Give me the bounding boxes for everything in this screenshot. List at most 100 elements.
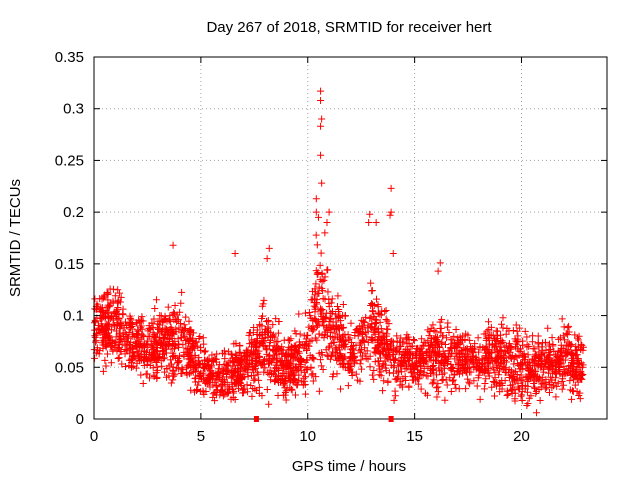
data-point: [317, 87, 325, 95]
data-point: [558, 385, 566, 393]
data-point: [389, 250, 397, 258]
data-point: [538, 346, 546, 354]
data-point: [226, 385, 234, 393]
data-point: [129, 362, 137, 370]
data-point: [512, 321, 520, 329]
data-point: [104, 320, 112, 328]
data-point: [253, 326, 261, 334]
data-point: [389, 369, 397, 377]
data-point: [314, 270, 322, 278]
data-point: [347, 319, 355, 327]
data-point: [266, 336, 274, 344]
data-point: [249, 356, 257, 364]
data-point: [267, 329, 275, 337]
data-point: [458, 361, 466, 369]
data-point: [317, 122, 325, 130]
data-point: [285, 361, 293, 369]
data-point: [384, 353, 392, 361]
data-point: [166, 312, 174, 320]
data-point: [182, 344, 190, 352]
data-point: [421, 389, 429, 397]
data-point: [433, 393, 441, 401]
data-point: [336, 335, 344, 343]
data-point: [381, 308, 389, 316]
data-point: [442, 334, 450, 342]
data-point: [345, 364, 353, 372]
data-point: [440, 369, 448, 377]
data-point: [459, 356, 467, 364]
data-point: [447, 336, 455, 344]
data-point: [366, 363, 374, 371]
data-points: [90, 87, 587, 417]
data-point: [534, 332, 542, 340]
data-point: [392, 375, 400, 383]
data-point: [182, 313, 190, 321]
data-point: [368, 323, 376, 331]
data-point: [195, 354, 203, 362]
data-point: [185, 329, 193, 337]
data-point: [430, 348, 438, 356]
data-point: [324, 352, 332, 360]
data-point: [362, 313, 370, 321]
data-point: [490, 366, 498, 374]
data-point: [127, 324, 134, 332]
data-point: [163, 325, 171, 333]
data-point: [196, 372, 204, 380]
data-point: [109, 299, 117, 307]
data-point: [260, 360, 268, 368]
data-point: [255, 383, 263, 391]
data-point: [235, 348, 243, 356]
data-point: [303, 340, 311, 348]
data-point: [317, 249, 325, 257]
data-point: [387, 208, 395, 216]
data-point: [499, 324, 507, 332]
data-point: [474, 334, 482, 342]
data-point: [229, 389, 237, 397]
data-point: [387, 184, 395, 192]
data-point: [397, 360, 405, 368]
data-point: [211, 397, 219, 405]
data-point: [356, 360, 364, 368]
data-point: [499, 314, 507, 322]
data-point: [164, 303, 172, 311]
data-point: [413, 351, 421, 359]
data-point: [167, 360, 175, 368]
data-point: [152, 369, 160, 377]
data-point: [231, 250, 239, 258]
data-point: [117, 334, 125, 342]
data-point: [366, 314, 374, 322]
data-point: [105, 340, 113, 348]
data-point: [108, 326, 116, 334]
data-point: [251, 375, 259, 383]
data-point: [393, 332, 401, 340]
data-point: [120, 324, 128, 332]
data-point: [368, 371, 376, 379]
data-point: [544, 324, 552, 332]
data-point: [116, 347, 124, 355]
data-point: [360, 336, 368, 344]
data-point: [501, 343, 509, 351]
data-point: [329, 334, 337, 342]
data-point: [318, 306, 326, 314]
data-point: [133, 349, 141, 357]
data-point: [218, 377, 226, 385]
data-point: [331, 329, 339, 337]
data-point: [177, 319, 185, 327]
data-point: [452, 325, 460, 333]
y-tick-label: 0.35: [55, 49, 84, 66]
data-point: [535, 386, 543, 394]
data-point: [337, 317, 345, 325]
data-point: [498, 354, 506, 362]
data-point: [253, 343, 261, 351]
data-point: [214, 375, 222, 383]
data-point: [219, 349, 227, 357]
data-point: [317, 151, 325, 159]
data-point: [543, 383, 551, 391]
data-point: [127, 316, 135, 324]
data-point: [318, 179, 326, 187]
data-point: [491, 378, 499, 386]
data-point: [349, 345, 357, 353]
data-point: [255, 347, 263, 355]
data-point: [152, 339, 160, 347]
data-point: [94, 325, 102, 333]
